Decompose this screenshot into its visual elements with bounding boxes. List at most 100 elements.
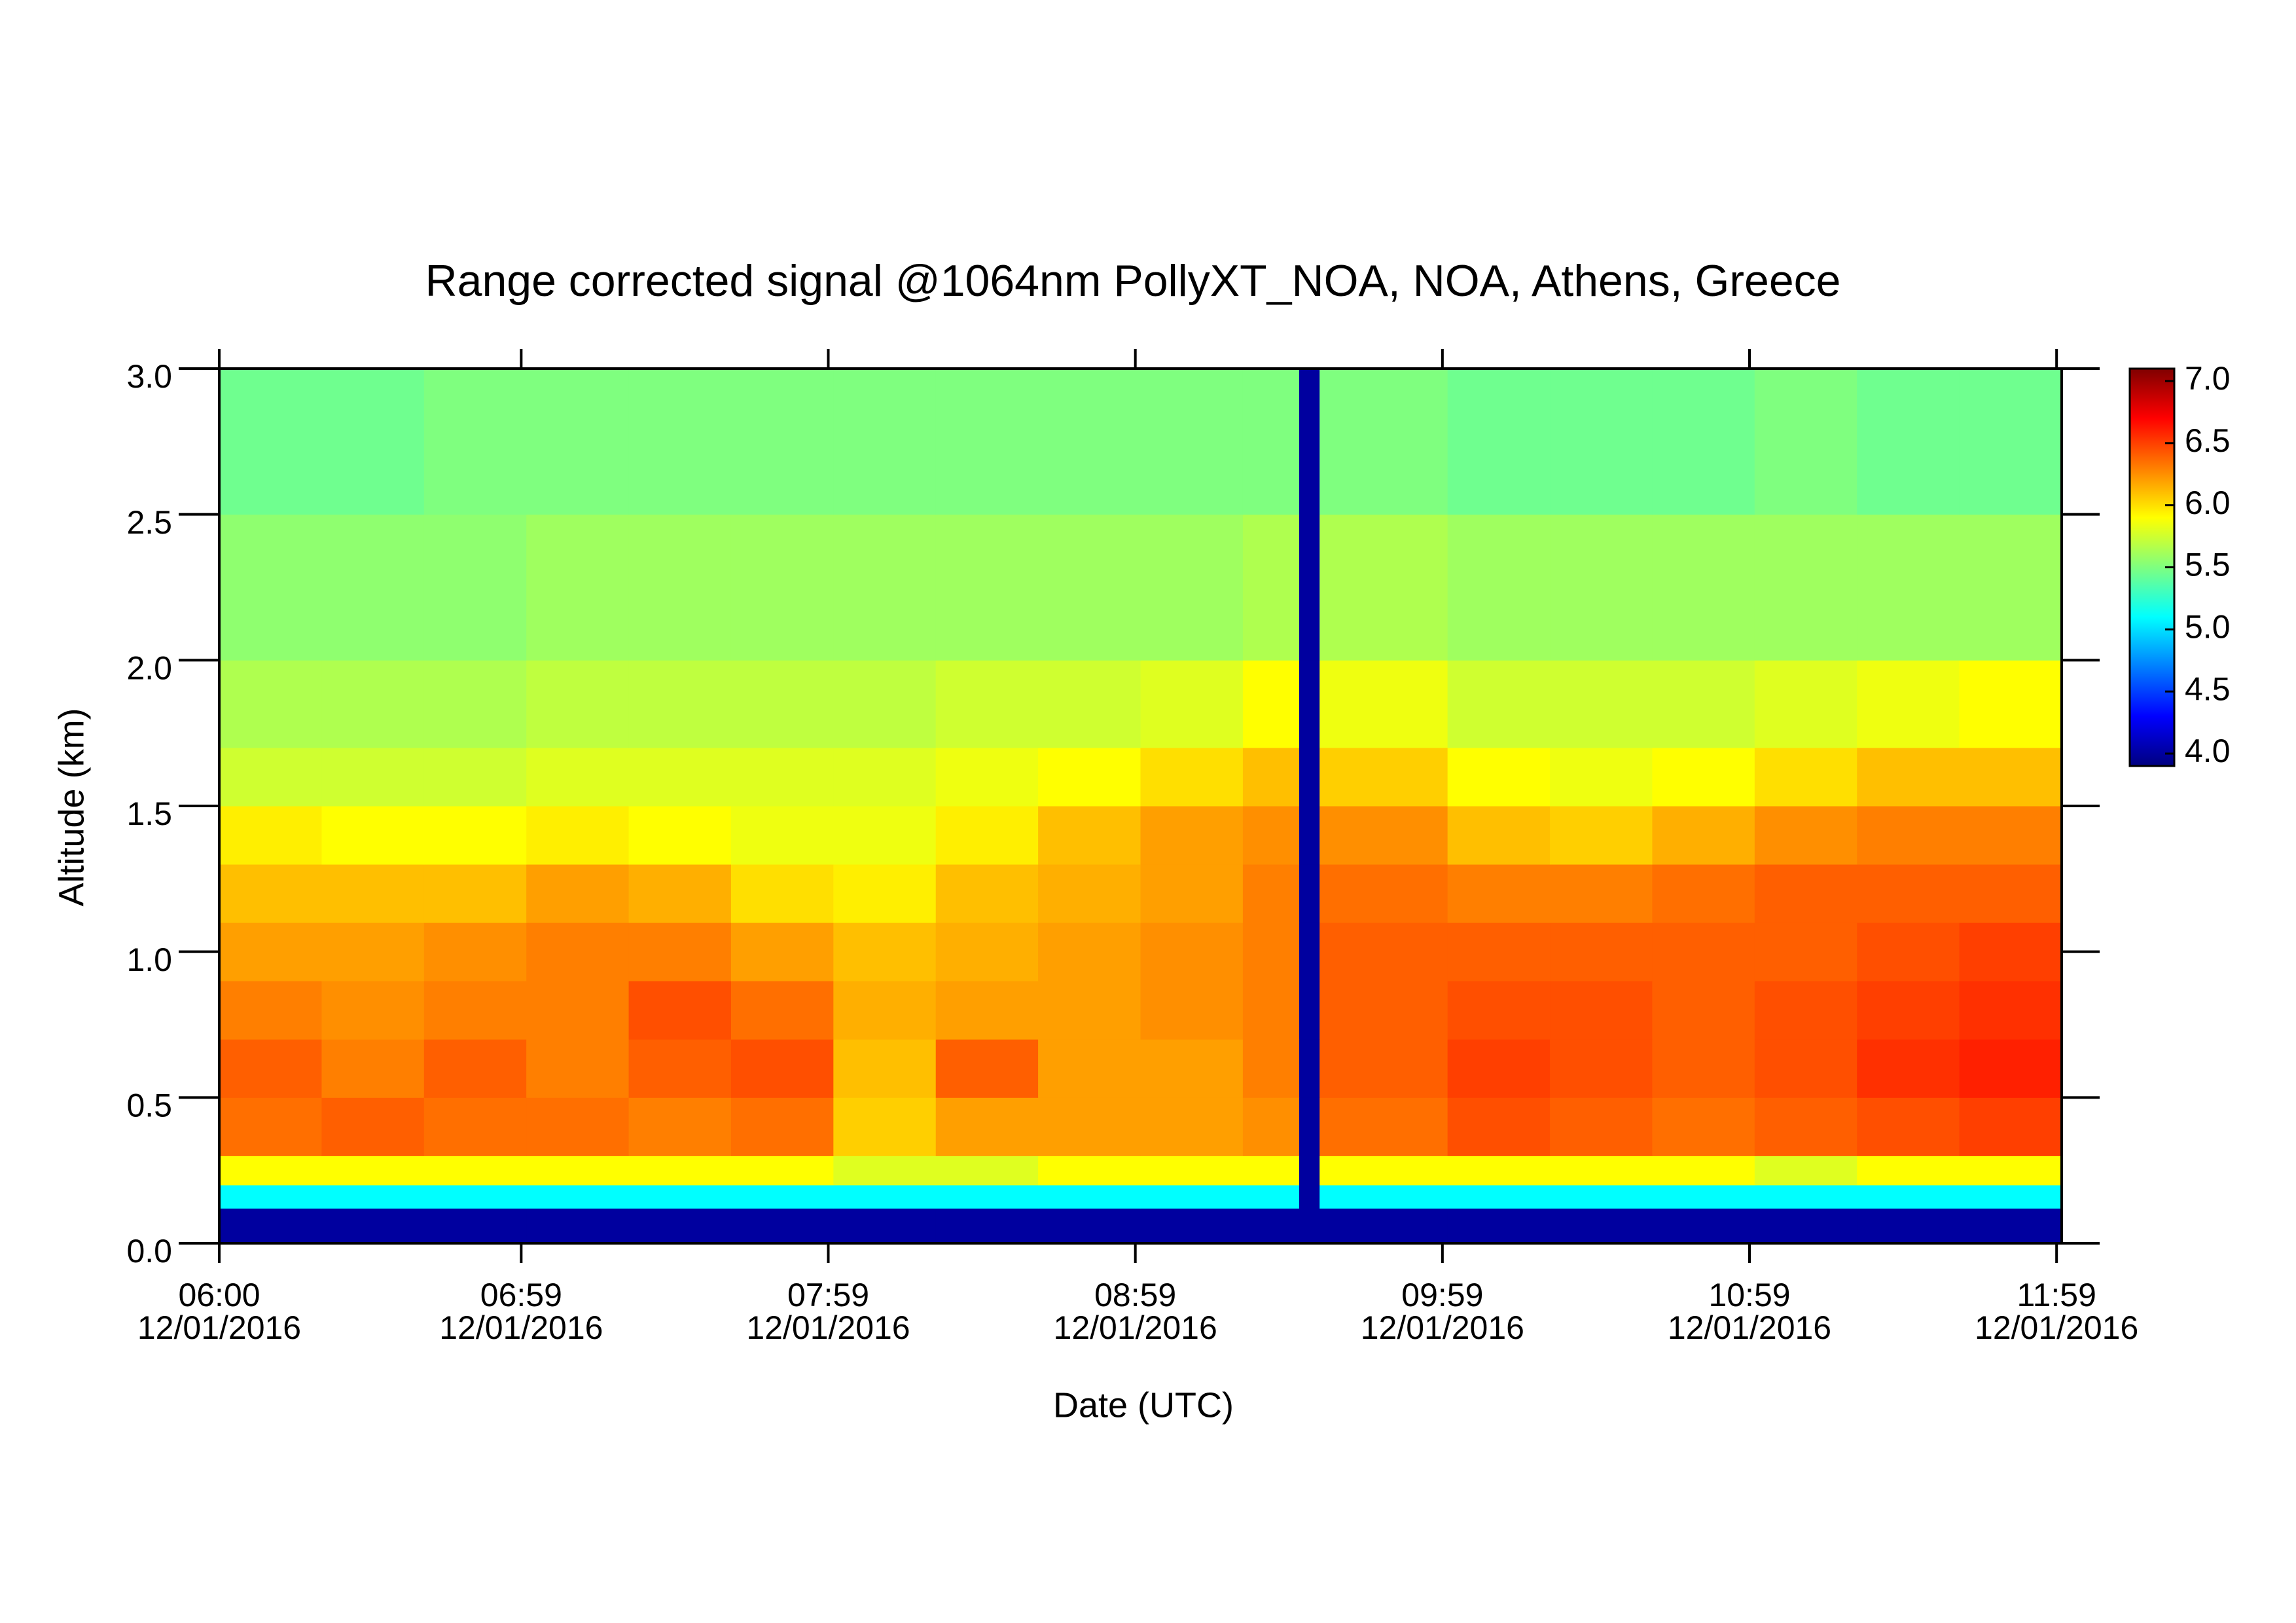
heatmap-cell (730, 1156, 834, 1186)
heatmap-cell (1447, 660, 1551, 748)
heatmap-cell (1652, 806, 1755, 865)
heatmap-cell (935, 514, 1039, 661)
heatmap-cell (1319, 747, 1448, 807)
heatmap-cell (1319, 1184, 1448, 1209)
heatmap-cell (833, 864, 937, 923)
heatmap-cell (1652, 1184, 1755, 1209)
heatmap-cell (1959, 660, 2062, 748)
heatmap-cell (1857, 1208, 1960, 1244)
heatmap-cell (730, 1097, 834, 1156)
heatmap-cell (219, 747, 322, 807)
x-tick-label: 07:59 (787, 1277, 869, 1313)
heatmap-cell (1038, 1184, 1141, 1209)
heatmap-cell (1550, 981, 1653, 1040)
heatmap-cell (1959, 747, 2062, 807)
heatmap-cell (1319, 660, 1448, 748)
heatmap-cell (1038, 1097, 1141, 1156)
heatmap-cell (1242, 922, 1300, 981)
heatmap-cell (1299, 1208, 1320, 1244)
heatmap-cell (1550, 864, 1653, 923)
heatmap-cell (1550, 1097, 1653, 1156)
heatmap-cell (1140, 981, 1244, 1040)
heatmap-cell (1242, 514, 1300, 661)
heatmap-cell (628, 660, 732, 748)
colorbar (2128, 367, 2176, 767)
heatmap-cell (1447, 806, 1551, 865)
heatmap-cell (1447, 1208, 1551, 1244)
heatmap-cell (1447, 922, 1551, 981)
heatmap-cell (1550, 747, 1653, 807)
heatmap-cell (1652, 1156, 1755, 1186)
heatmap-cell (321, 1039, 425, 1098)
heatmap-cell (1550, 806, 1653, 865)
heatmap-cell (628, 922, 732, 981)
heatmap-cell (1447, 864, 1551, 923)
heatmap-cell (1857, 514, 1960, 661)
heatmap-cell (935, 1156, 1039, 1186)
heatmap-cell (526, 1184, 630, 1209)
heatmap-cell (219, 1156, 322, 1186)
heatmap-cell (1299, 747, 1320, 807)
heatmap-cell (1447, 1039, 1551, 1098)
heatmap-cell (1754, 864, 1857, 923)
heatmap-cell (1038, 1039, 1141, 1098)
heatmap-cell (1299, 806, 1320, 865)
heatmap-cell (935, 747, 1039, 807)
y-tick-label: 0.0 (126, 1233, 172, 1269)
heatmap-cell (1140, 1208, 1244, 1244)
x-tick-label: 09:59 (1401, 1277, 1483, 1313)
heatmap-cell (935, 1184, 1039, 1209)
heatmap-cell (321, 369, 425, 515)
heatmap-cell (1754, 981, 1857, 1040)
heatmap-cell (423, 864, 527, 923)
heatmap-cell (833, 514, 937, 661)
heatmap-cell (1242, 981, 1300, 1040)
heatmap-cell (730, 806, 834, 865)
heatmap-cell (1319, 1039, 1448, 1098)
heatmap-cell (1754, 1039, 1857, 1098)
heatmap-cell (833, 1208, 937, 1244)
heatmap-cell (1140, 660, 1244, 748)
heatmap-cell (321, 922, 425, 981)
colorbar-tick-label: 5.0 (2185, 609, 2231, 646)
heatmap-cell (628, 1184, 732, 1209)
heatmap-cell (1959, 806, 2062, 865)
x-tick-label: 06:00 (178, 1277, 260, 1313)
x-tick-label: 10:59 (1708, 1277, 1790, 1313)
heatmap-cell (1038, 922, 1141, 981)
heatmap-cell (219, 660, 322, 748)
heatmap-cell (833, 1039, 937, 1098)
y-tick-label: 3.0 (126, 358, 172, 395)
heatmap-cell (1140, 922, 1244, 981)
heatmap-cell (628, 806, 732, 865)
heatmap-cell (628, 514, 732, 661)
heatmap-cell (833, 981, 937, 1040)
heatmap-cell (833, 1097, 937, 1156)
heatmap-cell (1140, 864, 1244, 923)
heatmap-cell (526, 1156, 630, 1186)
x-tick-label: 06:59 (480, 1277, 562, 1313)
heatmap-cell (628, 1039, 732, 1098)
heatmap-cell (1550, 514, 1653, 661)
heatmap-cell (1447, 1097, 1551, 1156)
heatmap-cell (219, 1208, 322, 1244)
heatmap-cell (1319, 864, 1448, 923)
x-tick-label: 11:59 (2017, 1277, 2096, 1313)
heatmap-cell (1299, 1039, 1320, 1098)
heatmap-cell (935, 1097, 1039, 1156)
heatmap-cell (1550, 1208, 1653, 1244)
heatmap-cell (219, 514, 322, 661)
heatmap-cell (1140, 1156, 1244, 1186)
y-tick-label: 2.5 (126, 504, 172, 541)
heatmap-cell (321, 747, 425, 807)
y-axis-label: Altitude (km) (52, 708, 91, 906)
x-tick-date: 12/01/2016 (137, 1309, 301, 1346)
y-tick-label: 1.0 (126, 941, 172, 978)
heatmap-cell (1754, 1184, 1857, 1209)
heatmap-cell (1242, 369, 1300, 515)
heatmap-cell (423, 922, 527, 981)
heatmap-cell (423, 747, 527, 807)
heatmap-cell (526, 660, 630, 748)
